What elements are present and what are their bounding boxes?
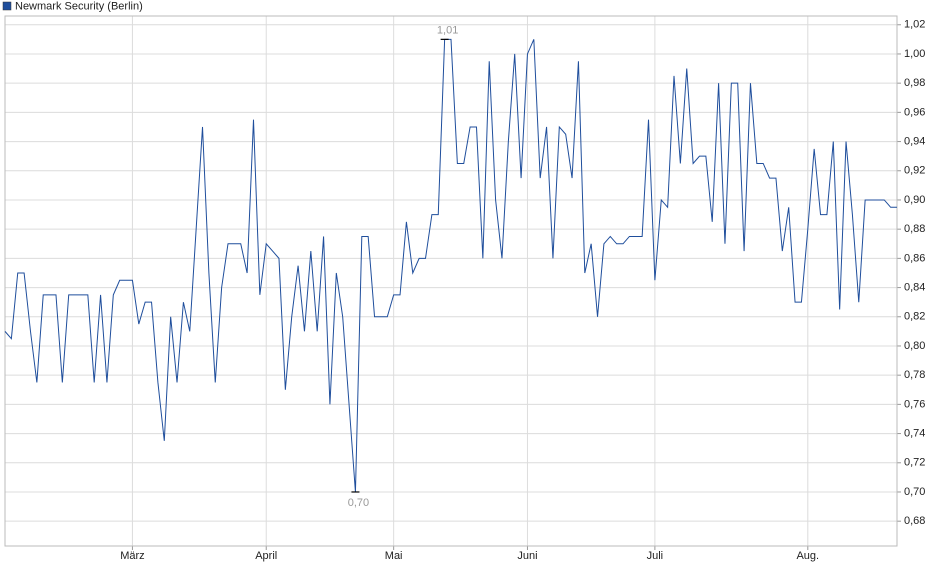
x-tick-label: April <box>255 550 277 562</box>
y-tick-label: 0,74 <box>904 427 925 439</box>
y-tick-label: 0,86 <box>904 252 925 264</box>
x-tick-label: März <box>120 550 144 562</box>
x-tick-label: Mai <box>385 550 403 562</box>
y-tick-label: 0,70 <box>904 486 925 498</box>
y-tick-label: 0,84 <box>904 281 925 293</box>
y-tick-label: 0,82 <box>904 311 925 323</box>
y-tick-label: 0,94 <box>904 135 925 147</box>
y-tick-label: 0,78 <box>904 369 925 381</box>
extreme-label: 1,01 <box>437 24 458 36</box>
x-tick-label: Juni <box>517 550 537 562</box>
y-tick-label: 0,68 <box>904 515 925 527</box>
y-tick-label: 0,96 <box>904 106 925 118</box>
y-tick-label: 0,72 <box>904 457 925 469</box>
plot-frame <box>4 15 898 547</box>
extreme-label: 0,70 <box>348 497 369 509</box>
y-tick-label: 0,90 <box>904 194 925 206</box>
legend-swatch <box>2 1 12 11</box>
y-tick-label: 0,92 <box>904 165 925 177</box>
y-tick-label: 0,80 <box>904 340 925 352</box>
y-tick-label: 1,02 <box>904 19 925 31</box>
price-line <box>4 38 897 493</box>
legend-label: Newmark Security (Berlin) <box>15 0 143 12</box>
y-tick-label: 0,76 <box>904 398 925 410</box>
y-tick-label: 0,98 <box>904 77 925 89</box>
y-tick-label: 0,88 <box>904 223 925 235</box>
y-tick-label: 1,00 <box>904 48 925 60</box>
x-tick-label: Juli <box>647 550 664 562</box>
x-tick-label: Aug. <box>796 550 819 562</box>
